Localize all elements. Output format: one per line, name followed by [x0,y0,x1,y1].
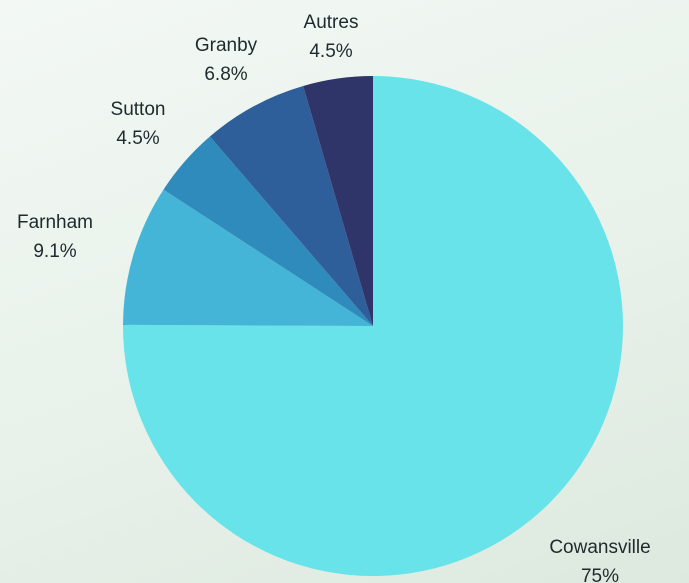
slice-label-sutton: Sutton 4.5% [111,99,166,149]
slice-label-farnham: Farnham 9.1% [17,212,93,262]
slice-name: Farnham [17,212,93,233]
slice-percent: 9.1% [33,241,76,262]
slice-percent: 75% [581,566,619,583]
slice-percent: 4.5% [116,128,159,149]
slice-name: Autres [304,12,359,33]
pie-slice-farnham [123,189,373,326]
slice-label-cowansville: Cowansville 75% [549,537,650,583]
pie-slice-granby [209,85,373,326]
pie-slice-cowansville [122,76,623,576]
slice-percent: 6.8% [204,64,247,85]
pie-slices [122,76,623,576]
pie-slice-autres [303,76,373,326]
slice-label-granby: Granby 6.8% [195,35,258,85]
pie-slice-sutton [163,136,373,326]
slice-name: Sutton [111,99,166,120]
slice-label-autres: Autres 4.5% [304,12,359,62]
pie-labels: Cowansville 75% Farnham 9.1% Sutton 4.5% Granb… [17,12,651,583]
slice-name: Granby [195,35,258,56]
slice-name: Cowansville [549,537,650,558]
slice-percent: 4.5% [309,41,352,62]
